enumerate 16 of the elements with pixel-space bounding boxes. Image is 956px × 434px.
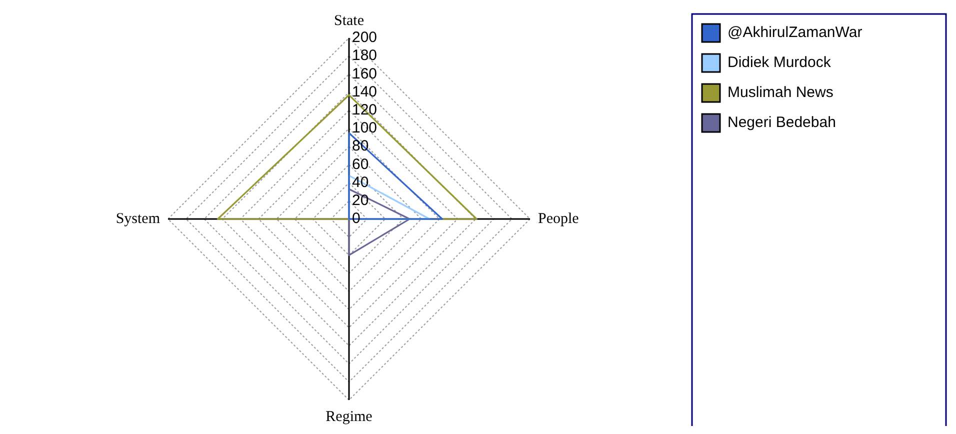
y-tick-label: 200 [352, 29, 378, 46]
y-tick-label: 180 [352, 47, 378, 64]
spoke-label: People [538, 210, 580, 227]
y-tick-label: 160 [352, 65, 378, 82]
legend-label: Muslimah News [728, 84, 834, 102]
spoke-label: System [116, 210, 160, 227]
legend-label: @AkhirulZamanWar [728, 24, 862, 42]
spoke-label: State [334, 12, 364, 29]
y-tick-label: 100 [352, 120, 378, 137]
legend-label: Didiek Murdock [728, 54, 832, 72]
y-tick-label: 60 [352, 156, 369, 173]
legend-label: Negeri Bedebah [728, 114, 836, 132]
y-tick-label: 140 [352, 83, 378, 100]
spoke-label: Regime [326, 408, 373, 425]
y-tick-label: 40 [352, 174, 369, 191]
y-tick-label: 20 [352, 192, 369, 210]
